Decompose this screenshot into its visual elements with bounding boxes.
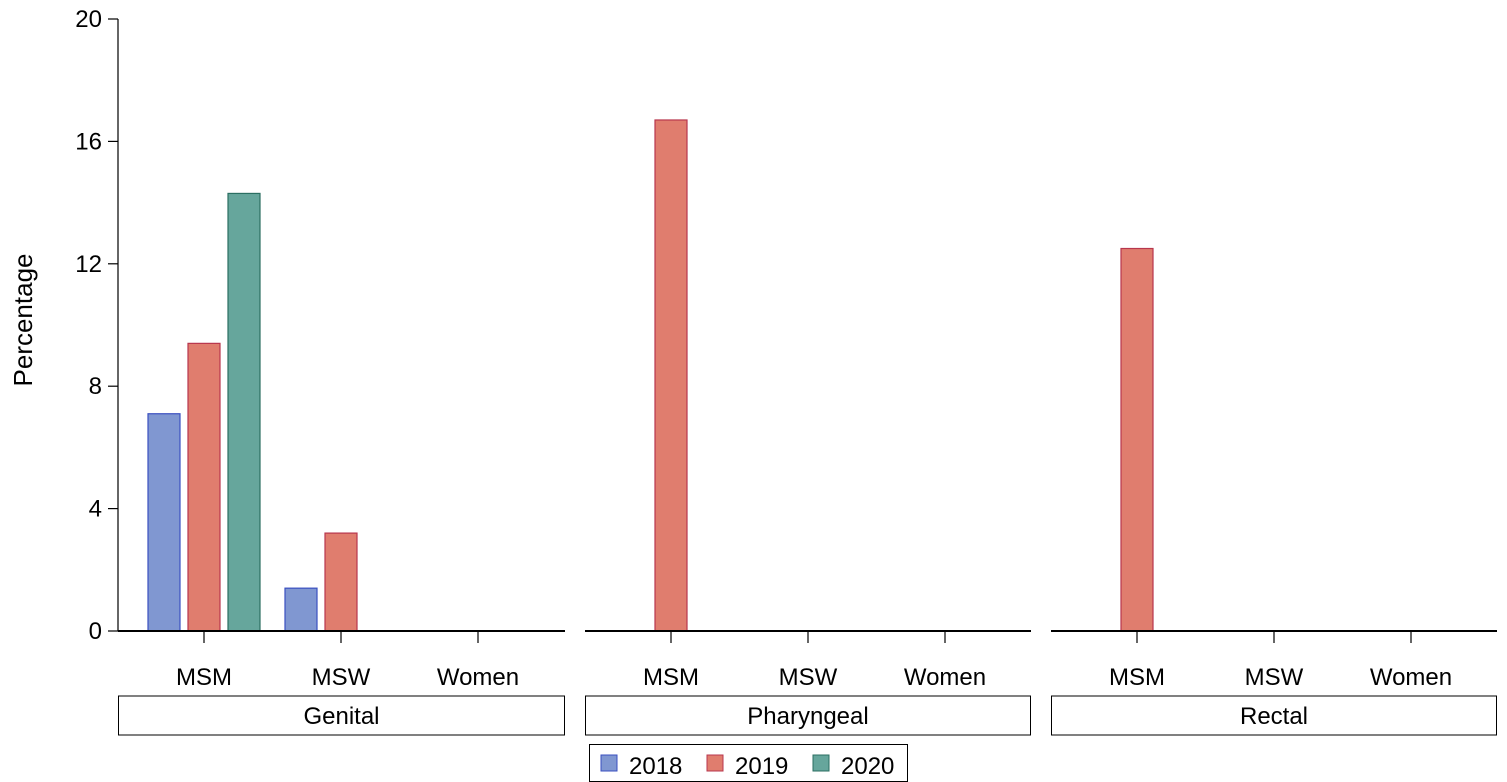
x-tick-label: MSW <box>1245 664 1304 691</box>
y-tick-label: 20 <box>75 6 102 33</box>
y-tick-label: 12 <box>75 251 102 278</box>
y-tick-label: 16 <box>75 128 102 155</box>
y-axis: 0 4 8 12 16 20 Percentage <box>8 6 119 645</box>
bar-rectal-msm-2019 <box>1120 247 1154 632</box>
x-tick-label: MSW <box>779 664 838 691</box>
bar-genital-msm-2020 <box>227 192 261 632</box>
x-tick-label: MSM <box>176 664 232 691</box>
facet-strip-label: Genital <box>303 703 379 730</box>
facet-strip <box>1051 695 1497 736</box>
facet-strip <box>118 695 565 736</box>
legend-box <box>589 744 908 782</box>
legend-swatch-2020 <box>812 754 830 772</box>
x-tick-label: Women <box>1370 664 1452 691</box>
bar-genital-msw-2018 <box>284 587 318 632</box>
facet-strip-label: Pharyngeal <box>747 703 868 730</box>
x-tick-label: Women <box>437 664 519 691</box>
bar-genital-msw-2019 <box>324 532 358 632</box>
facet-rectal: MSM MSW Women Rectal <box>1051 247 1497 736</box>
y-tick-label: 0 <box>89 618 102 645</box>
y-axis-title: Percentage <box>8 254 38 387</box>
legend: 2018 2019 2020 <box>589 744 908 782</box>
bar-pharyngeal-msm-2019 <box>654 119 688 632</box>
facet-pharyngeal: MSM MSW Women Pharyngeal <box>585 119 1031 736</box>
legend-swatch-2019 <box>706 754 724 772</box>
legend-swatch-2018 <box>600 754 618 772</box>
facet-strip <box>585 695 1031 736</box>
x-tick-label: MSM <box>643 664 699 691</box>
bar-genital-msm-2018 <box>147 413 181 632</box>
x-tick-label: Women <box>904 664 986 691</box>
legend-label-2019: 2019 <box>735 753 788 780</box>
facet-strip-label: Rectal <box>1240 703 1308 730</box>
legend-label-2018: 2018 <box>629 753 682 780</box>
y-tick-label: 8 <box>89 373 102 400</box>
x-tick-label: MSM <box>1109 664 1165 691</box>
bar-genital-msm-2019 <box>187 342 221 632</box>
x-tick-label: MSW <box>312 664 371 691</box>
legend-label-2020: 2020 <box>841 753 894 780</box>
facet-genital: MSM MSW Women Genital <box>118 192 565 736</box>
y-tick-label: 4 <box>89 496 102 523</box>
